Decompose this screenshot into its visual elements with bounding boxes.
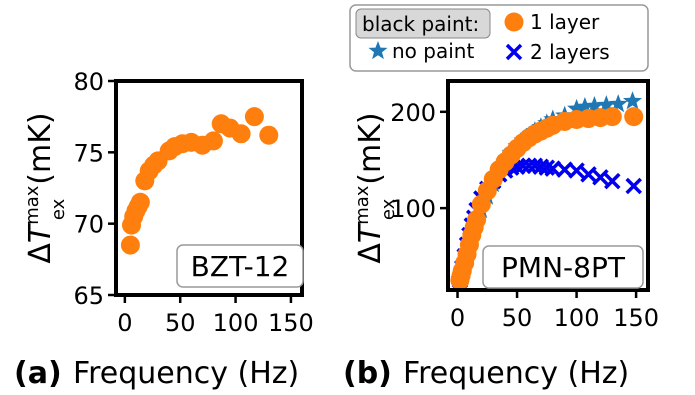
panel-b-annotation-box: PMN-8PT xyxy=(482,245,644,289)
panel-b-point-2-layers xyxy=(604,172,621,190)
y-tick-label: 100 xyxy=(390,195,436,223)
y-tick-label: 70 xyxy=(73,211,104,239)
y-tick-label: 80 xyxy=(73,68,104,96)
y-tick-label: 75 xyxy=(73,139,104,167)
panel-a-letter: (a) xyxy=(14,356,62,391)
legend-marker-2-layers xyxy=(505,43,523,61)
panel-a-x-axis-label-group: (a) Frequency (Hz) xyxy=(14,356,299,391)
legend-title-box xyxy=(355,8,491,39)
panel-b-point-no-paint xyxy=(623,91,642,110)
panel-a-point-data xyxy=(244,107,264,127)
x-tick-label: 50 xyxy=(502,304,533,332)
panel-b-ticks: 0 50 100 150 100 200 xyxy=(390,99,659,332)
legend-marker-1-layer xyxy=(504,12,524,32)
panel-a: 0 50 100 150 65 70 75 80 BZT-12 ΔTmax ex(mK) (a)… xyxy=(14,68,314,391)
legend-label-no-paint: no paint xyxy=(392,39,474,63)
panel-b-point-no-paint xyxy=(596,95,616,114)
y-tick-label: 65 xyxy=(73,282,104,310)
panel-a-plot-frame xyxy=(114,79,304,297)
legend-label-1-layer: 1 layer xyxy=(530,10,600,34)
panel-b-point-2-layers xyxy=(568,162,585,179)
x-tick-label: 100 xyxy=(554,304,600,332)
panel-b-point-2-layers xyxy=(625,177,642,195)
panel-b-point-no-paint xyxy=(584,96,604,115)
panel-b-point-2-layers xyxy=(580,166,597,183)
panel-a-annotation: BZT-12 xyxy=(191,250,290,283)
panel-b-point-1-layer xyxy=(467,210,487,230)
panel-b-annotation: PMN-8PT xyxy=(501,251,626,284)
panel-a-markers xyxy=(120,107,279,255)
panel-b-x-axis-label-group: (b) Frequency (Hz) xyxy=(343,356,629,391)
panel-b-point-no-paint xyxy=(608,94,628,113)
panel-a-ticks: 0 50 100 150 65 70 75 80 xyxy=(73,68,313,337)
x-tick-label: 50 xyxy=(165,309,196,337)
panel-b-point-no-paint xyxy=(567,98,587,117)
panel-a-y-axis-label: ΔTmax ex(mK) xyxy=(22,112,69,263)
panel-a-point-data xyxy=(130,192,150,212)
panel-b-point-no-paint xyxy=(575,97,595,116)
panel-b-letter: (b) xyxy=(343,356,392,391)
x-tick-label: 100 xyxy=(213,309,259,337)
panel-b: 0 50 100 150 100 200 PMN-8PT ΔTmax ex(mK) (b) … xyxy=(343,79,659,391)
panel-b-plot-frame xyxy=(446,79,650,292)
panel-a-point-data xyxy=(231,124,251,144)
legend-label-2-layers: 2 layers xyxy=(530,40,610,64)
x-tick-label: 0 xyxy=(450,304,465,332)
panel-a-point-data xyxy=(203,131,223,151)
x-tick-label: 150 xyxy=(613,304,659,332)
y-tick-label: 200 xyxy=(390,99,436,127)
panel-b-point-2-layers xyxy=(592,169,609,186)
x-tick-label: 150 xyxy=(268,309,314,337)
legend-entries: no paint 1 layer 2 layers xyxy=(368,10,610,64)
panel-b-point-1-layer xyxy=(602,107,622,127)
panel-a-x-axis-label: Frequency (Hz) xyxy=(73,356,299,391)
panel-b-point-1-layer xyxy=(624,107,644,127)
panel-a-point-data xyxy=(259,125,279,145)
x-tick-label: 0 xyxy=(117,309,132,337)
legend-title: black paint: xyxy=(362,12,479,36)
panel-b-y-axis-label: ΔTmax ex(mK) xyxy=(352,112,399,263)
panel-a-point-data xyxy=(120,235,140,255)
legend-marker-no-paint xyxy=(368,41,388,60)
legend: black paint: no paint 1 layer 2 layers xyxy=(349,4,649,72)
panel-a-annotation-box: BZT-12 xyxy=(176,244,304,288)
panel-b-x-axis-label: Frequency (Hz) xyxy=(403,356,629,391)
panel-b-markers xyxy=(450,91,644,290)
